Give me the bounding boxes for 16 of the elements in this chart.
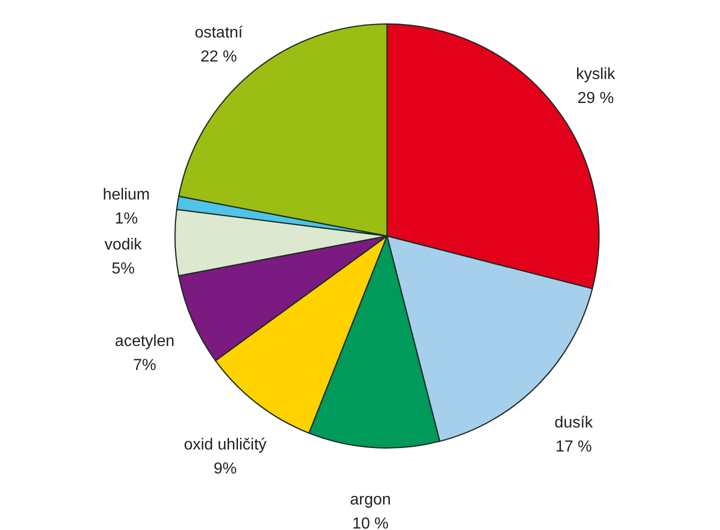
slice-label: oxid uhličitý — [184, 436, 267, 454]
data-label: 7% — [133, 356, 156, 374]
slice-label: kyslik — [576, 66, 616, 84]
data-label: 5% — [112, 260, 135, 278]
slice-label: acetylen — [114, 332, 175, 350]
data-label: 22 % — [200, 48, 237, 66]
slice-label: dusík — [554, 414, 594, 432]
data-label: 29 % — [577, 90, 614, 108]
data-label: 9% — [214, 460, 237, 478]
data-label: 10 % — [352, 515, 389, 530]
slice-label: ostatní — [194, 24, 244, 42]
slice-label: vodik — [104, 236, 143, 254]
slice-label: argon — [350, 491, 391, 508]
data-label: 17 % — [555, 438, 592, 456]
slice-label: helium — [102, 186, 150, 204]
data-label: 1% — [114, 210, 138, 228]
